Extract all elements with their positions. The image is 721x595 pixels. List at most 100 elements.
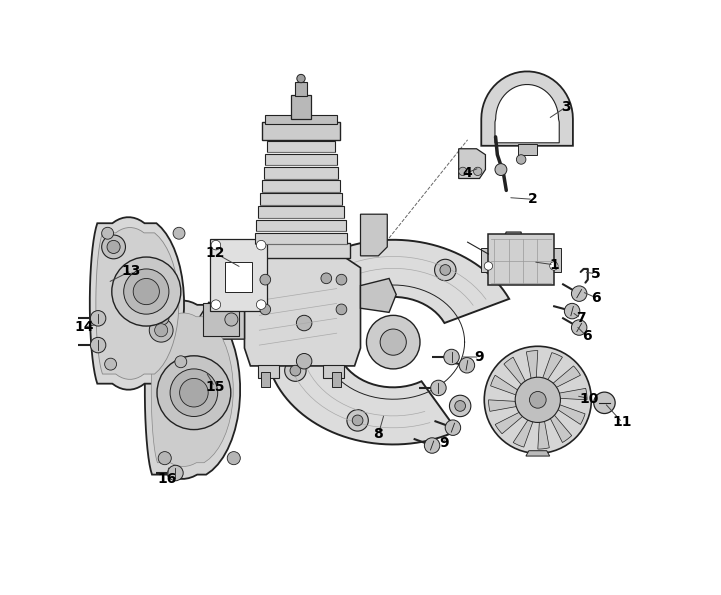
Bar <box>203 303 239 336</box>
Bar <box>323 365 345 378</box>
Circle shape <box>102 227 114 239</box>
Circle shape <box>572 320 587 336</box>
Circle shape <box>168 465 183 481</box>
Bar <box>332 372 342 387</box>
Text: 7: 7 <box>576 311 585 325</box>
Text: 13: 13 <box>122 264 141 278</box>
Bar <box>260 372 270 387</box>
Circle shape <box>149 318 173 342</box>
Polygon shape <box>538 416 549 449</box>
Circle shape <box>211 240 221 250</box>
Polygon shape <box>90 217 184 390</box>
Circle shape <box>455 400 466 411</box>
Text: 16: 16 <box>157 472 177 486</box>
Text: 11: 11 <box>613 415 632 430</box>
Circle shape <box>285 360 306 381</box>
Circle shape <box>474 167 482 176</box>
Circle shape <box>593 392 615 414</box>
Polygon shape <box>526 350 538 383</box>
Circle shape <box>485 262 492 270</box>
Bar <box>262 180 340 192</box>
Bar <box>547 248 561 272</box>
Circle shape <box>529 392 546 408</box>
Text: 9: 9 <box>474 350 485 364</box>
Text: 8: 8 <box>373 427 384 441</box>
Text: 4: 4 <box>463 165 472 180</box>
Circle shape <box>430 380 446 396</box>
Circle shape <box>257 240 266 250</box>
Polygon shape <box>554 389 587 400</box>
Bar <box>295 82 307 96</box>
Polygon shape <box>489 400 521 411</box>
Circle shape <box>90 311 106 326</box>
Circle shape <box>158 452 172 465</box>
Text: 1: 1 <box>549 258 559 272</box>
Polygon shape <box>96 228 179 379</box>
Circle shape <box>425 438 440 453</box>
Circle shape <box>516 155 526 164</box>
Bar <box>226 262 252 292</box>
Polygon shape <box>541 353 562 384</box>
Polygon shape <box>495 84 559 143</box>
Text: 15: 15 <box>205 380 224 394</box>
Bar <box>482 248 495 272</box>
Circle shape <box>516 377 560 422</box>
Circle shape <box>495 164 507 176</box>
Bar <box>260 193 342 205</box>
Circle shape <box>296 315 312 331</box>
Circle shape <box>211 300 221 309</box>
Text: 14: 14 <box>74 320 94 334</box>
Circle shape <box>227 452 240 465</box>
Polygon shape <box>495 411 526 434</box>
Circle shape <box>353 415 363 426</box>
Circle shape <box>112 257 181 326</box>
Circle shape <box>180 378 208 407</box>
Circle shape <box>154 324 168 337</box>
Text: 9: 9 <box>439 436 448 450</box>
Polygon shape <box>554 403 585 424</box>
Bar <box>257 365 279 378</box>
Polygon shape <box>513 416 534 447</box>
Circle shape <box>133 278 159 305</box>
Circle shape <box>380 329 407 355</box>
Bar <box>252 243 350 258</box>
Polygon shape <box>459 149 485 178</box>
Circle shape <box>336 304 347 315</box>
Circle shape <box>124 269 169 314</box>
Circle shape <box>102 235 125 259</box>
Polygon shape <box>497 232 521 271</box>
Bar <box>291 95 311 119</box>
Circle shape <box>260 304 270 315</box>
Polygon shape <box>548 412 572 443</box>
Circle shape <box>225 313 238 326</box>
Circle shape <box>321 273 332 284</box>
Circle shape <box>107 240 120 253</box>
Bar <box>255 233 348 244</box>
Text: 6: 6 <box>590 290 601 305</box>
Bar <box>262 122 340 140</box>
Circle shape <box>445 420 461 436</box>
Circle shape <box>347 410 368 431</box>
Text: 12: 12 <box>205 246 224 260</box>
Text: 10: 10 <box>580 392 599 406</box>
Polygon shape <box>145 300 240 479</box>
Polygon shape <box>482 71 573 146</box>
Bar <box>518 144 536 155</box>
Circle shape <box>565 303 580 319</box>
Bar <box>265 154 337 165</box>
Circle shape <box>90 337 106 353</box>
Polygon shape <box>151 313 233 466</box>
Circle shape <box>173 227 185 239</box>
Polygon shape <box>265 240 509 444</box>
Circle shape <box>260 274 270 285</box>
Text: 5: 5 <box>590 267 601 281</box>
Bar <box>267 141 335 152</box>
Circle shape <box>440 265 451 275</box>
Circle shape <box>366 315 420 369</box>
Circle shape <box>549 262 558 270</box>
Circle shape <box>157 356 231 430</box>
Circle shape <box>297 74 305 83</box>
Bar <box>257 220 345 231</box>
Polygon shape <box>526 451 549 456</box>
Circle shape <box>572 286 587 302</box>
